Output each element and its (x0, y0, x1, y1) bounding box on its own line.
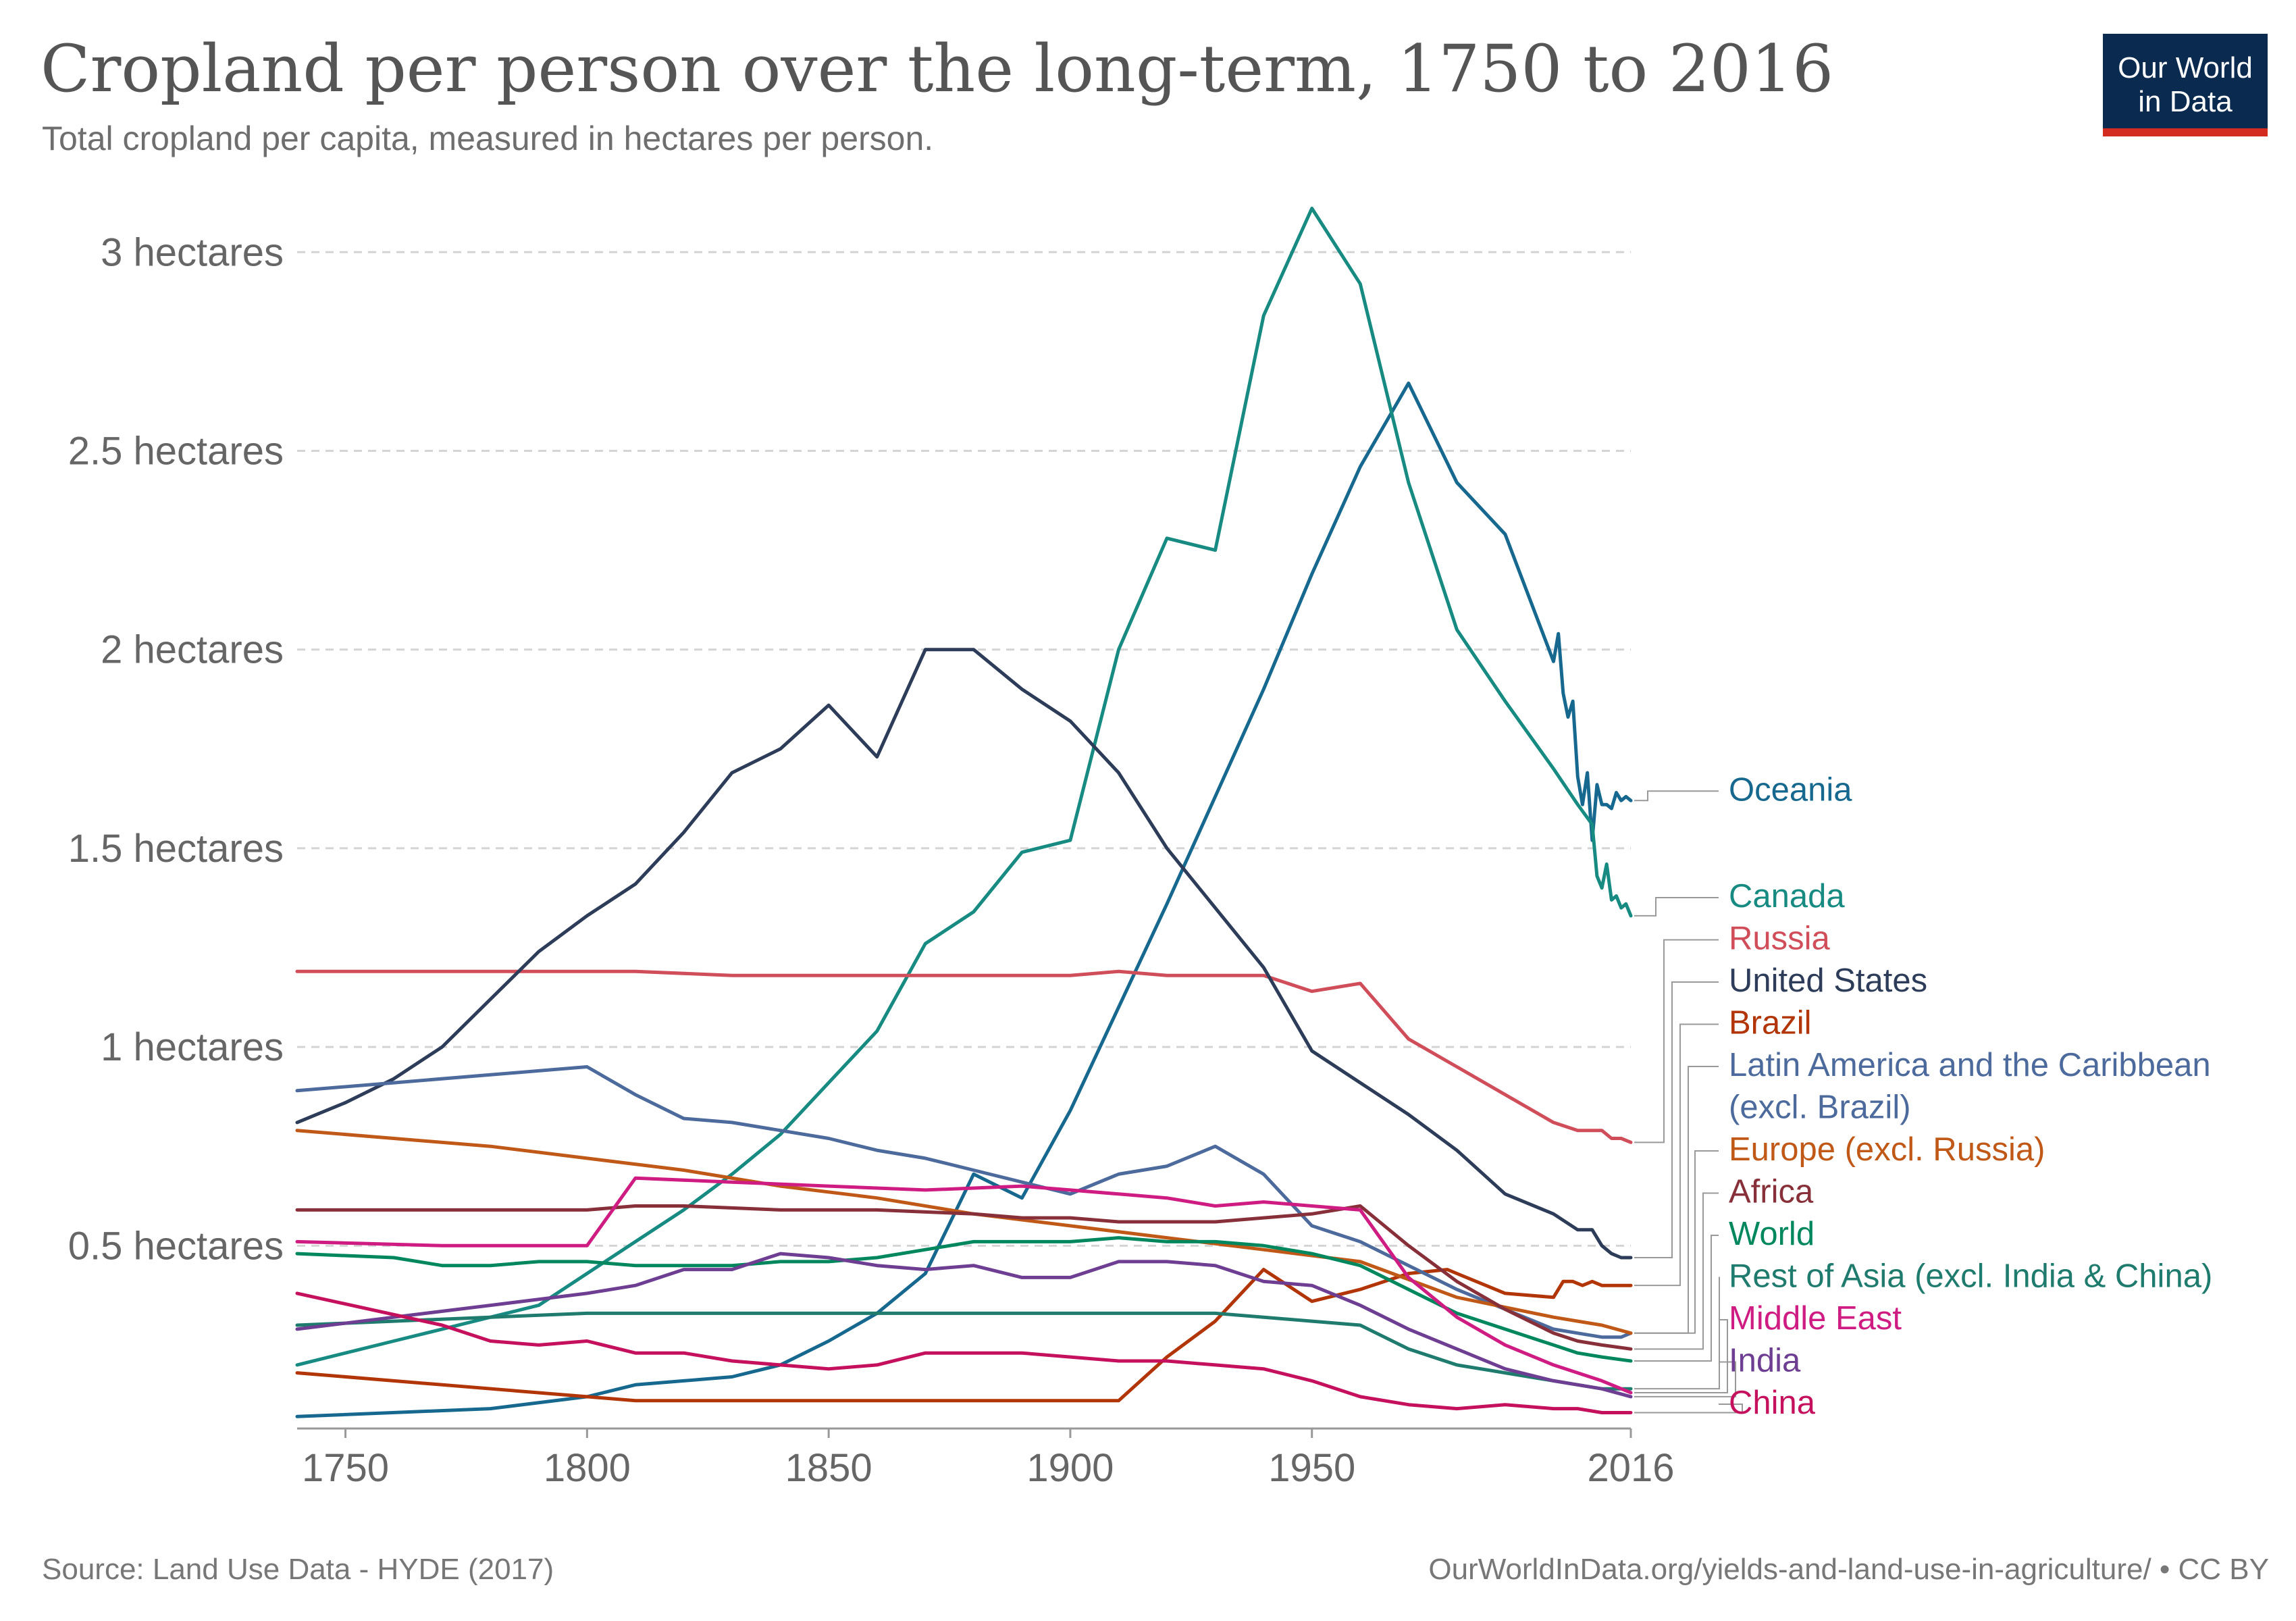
legend-connector (1634, 1235, 1719, 1362)
legend-connector (1634, 790, 1719, 802)
legend-label-rest-of-asia-excl-india-china[interactable]: Rest of Asia (excl. India & China) (1729, 1258, 2212, 1295)
legend-label-latin-america-and-the-caribbean-excl-brazil[interactable]: Latin America and the Caribbean (excl. Br… (1729, 1047, 2211, 1126)
series-line-middle-east[interactable] (295, 1176, 1633, 1395)
series-line-latin-america-and-the-caribbean-excl-brazil[interactable] (295, 1065, 1633, 1339)
gridlines (297, 251, 1631, 1247)
y-tick-label: 2 hectares (101, 628, 284, 672)
legend-label-europe-excl-russia[interactable]: Europe (excl. Russia) (1729, 1131, 2045, 1168)
legend-label-canada[interactable]: Canada (1729, 878, 1845, 915)
legend-label-world[interactable]: World (1729, 1216, 1815, 1252)
legend-connector (1634, 1023, 1719, 1287)
series-line-brazil[interactable] (295, 1268, 1633, 1403)
series-line-world[interactable] (295, 1236, 1633, 1363)
x-tick-label: 1950 (1268, 1446, 1355, 1490)
chart-title: Cropland per person over the long-term, … (41, 31, 1833, 107)
logo-line2: in Data (2138, 85, 2233, 118)
legend-label-brazil[interactable]: Brazil (1729, 1005, 1812, 1041)
legend-connector (1634, 1192, 1719, 1350)
legend-connector (1634, 1404, 1743, 1414)
legend-label-russia[interactable]: Russia (1729, 921, 1831, 957)
y-tick-label: 1 hectares (101, 1025, 284, 1069)
series-line-russia[interactable] (295, 969, 1633, 1144)
legend-connector (1634, 897, 1719, 917)
x-tick-label: 2016 (1587, 1446, 1674, 1490)
legend-label-india[interactable]: India (1729, 1343, 1801, 1379)
x-axis: 1750 1800 1850 1900 1950 2016 (297, 1427, 1675, 1490)
y-tick-label: 1.5 hectares (68, 827, 284, 871)
chart-subtitle: Total cropland per capita, measured in h… (42, 120, 933, 157)
owid-logo[interactable]: Our World in Data (2103, 34, 2268, 136)
x-tick-label: 1850 (785, 1446, 872, 1490)
legend-connector (1634, 1066, 1719, 1334)
series-line-rest-of-asia-excl-india-china[interactable] (295, 1311, 1633, 1391)
y-tick-label: 2.5 hectares (68, 429, 284, 473)
legend-connector (1634, 1319, 1728, 1394)
logo-background (2103, 34, 2268, 128)
logo-line1: Our World (2118, 51, 2253, 84)
legend-connector (1634, 939, 1719, 1143)
legend-label-middle-east[interactable]: Middle East (1729, 1300, 1902, 1337)
series-line-india[interactable] (295, 1252, 1633, 1399)
legend-connector (1634, 1361, 1736, 1397)
x-tick-label: 1900 (1026, 1446, 1114, 1490)
y-tick-label: 0.5 hectares (68, 1224, 284, 1268)
x-tick-label: 1750 (302, 1446, 389, 1490)
source-note: Source: Land Use Data - HYDE (2017) (42, 1553, 554, 1586)
legend-label-china[interactable]: China (1729, 1385, 1816, 1421)
legend-connector (1634, 1277, 1720, 1390)
legend: Oceania Canada Russia United States Brazil La… (1634, 771, 2212, 1421)
y-tick-label: 3 hectares (101, 230, 284, 274)
series-line-europe-excl-russia[interactable] (295, 1129, 1633, 1335)
series-line-oceania[interactable] (295, 381, 1633, 1418)
series-line-united-states[interactable] (295, 648, 1633, 1260)
legend-label-africa[interactable]: Africa (1729, 1174, 1814, 1210)
series-line-africa[interactable] (295, 1204, 1633, 1351)
license-link[interactable]: OurWorldInData.org/yields-and-land-use-i… (1428, 1553, 2269, 1586)
plot-area (295, 207, 1633, 1418)
legend-connector (1634, 1150, 1719, 1334)
x-tick-label: 1800 (544, 1446, 631, 1490)
legend-connector (1634, 981, 1719, 1258)
series-line-china[interactable] (295, 1291, 1633, 1414)
legend-label-united-states[interactable]: United States (1729, 962, 1927, 999)
series-line-canada[interactable] (295, 207, 1633, 1367)
logo-accent-bar (2103, 128, 2268, 136)
y-axis: 0.5 hectares 1 hectares 1.5 hectares 2 hect… (68, 230, 284, 1268)
legend-label-oceania[interactable]: Oceania (1729, 771, 1852, 808)
